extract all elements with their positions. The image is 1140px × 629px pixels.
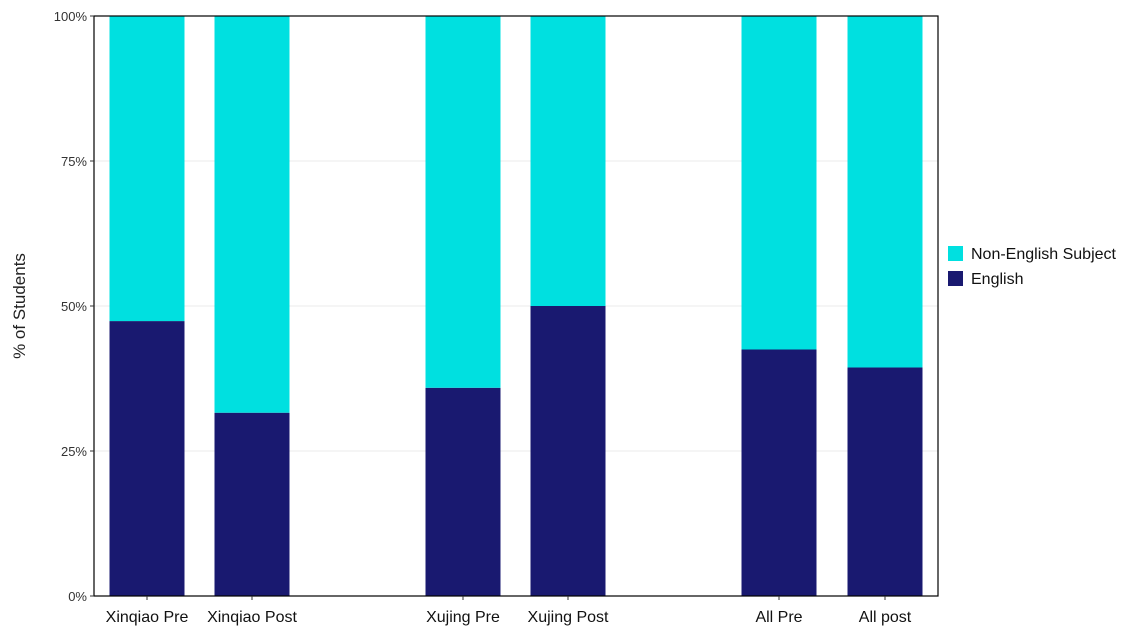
bar-segment-non-english-subject <box>530 16 606 306</box>
x-tick-label: Xinqiao Post <box>207 609 297 626</box>
legend-swatch <box>948 246 963 261</box>
y-axis: 0% 25% 50% 75% 100% <box>54 9 94 604</box>
legend: Non-English Subject English <box>948 246 1117 288</box>
y-axis-label: % of Students <box>10 253 29 359</box>
y-tick-label: 50% <box>61 299 87 314</box>
bar-segment-non-english-subject <box>425 16 501 388</box>
y-tick-label: 25% <box>61 444 87 459</box>
bar-segment-non-english-subject <box>847 16 923 368</box>
bar-segment-english <box>214 412 290 596</box>
bar-segment-non-english-subject <box>741 16 817 350</box>
x-tick-label: Xujing Post <box>528 609 609 626</box>
bar-segment-english <box>425 387 501 596</box>
x-tick-label: Xujing Pre <box>426 609 500 626</box>
bar-segment-english <box>741 349 817 596</box>
y-tick-label: 75% <box>61 154 87 169</box>
bar-segment-english <box>847 367 923 596</box>
legend-label: English <box>971 271 1023 288</box>
bar-segment-non-english-subject <box>214 16 290 413</box>
y-tick-label: 100% <box>54 9 88 24</box>
x-axis: Xinqiao Pre Xinqiao Post Xujing Pre Xujing … <box>106 596 912 626</box>
x-tick-label: All Pre <box>755 609 802 626</box>
x-tick-label: Xinqiao Pre <box>106 609 189 626</box>
bar-segment-english <box>530 306 606 596</box>
x-tick-label: All post <box>859 609 912 626</box>
bars <box>109 16 923 596</box>
y-tick-label: 0% <box>68 589 87 604</box>
bar-segment-english <box>109 321 185 596</box>
legend-swatch <box>948 271 963 286</box>
bar-segment-non-english-subject <box>109 16 185 322</box>
legend-label: Non-English Subject <box>971 246 1117 263</box>
